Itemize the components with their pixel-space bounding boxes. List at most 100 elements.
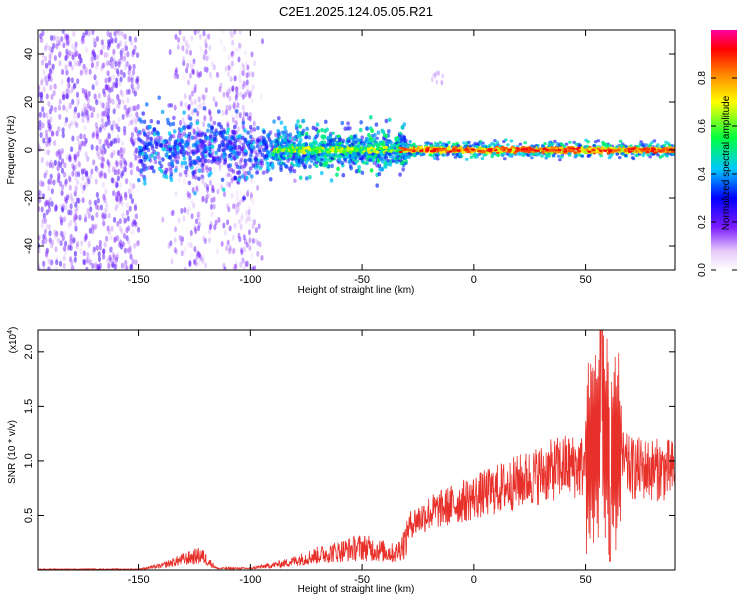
spectrogram-cell [216, 188, 220, 195]
x-tick-label: -150 [128, 574, 150, 586]
spectrogram-cell [83, 125, 87, 131]
spectrogram-cell [47, 178, 51, 185]
spectrogram-cell [355, 159, 360, 163]
spectrogram-cell [249, 134, 253, 139]
spectrogram-cell [87, 242, 91, 249]
spectrogram-cell [115, 32, 119, 39]
spectrogram-cell [62, 255, 66, 262]
spectrogram-cell [66, 194, 70, 201]
spectrogram-cell [239, 164, 244, 170]
spectrogram-cell [244, 217, 248, 224]
spectrogram-cell [240, 215, 244, 222]
spectrogram-cell [202, 106, 207, 111]
spectrogram-cell [61, 132, 65, 139]
spectrogram-cell [187, 79, 190, 86]
spectrogram-cell [182, 56, 186, 63]
spectrogram-cell [117, 98, 122, 105]
spectrogram-cell [289, 147, 293, 151]
spectrogram-cell [503, 157, 507, 161]
spectrogram-cell [317, 153, 321, 157]
spectrogram-cell [250, 149, 254, 154]
spectrogram-cell [231, 117, 235, 123]
spectrogram-cell [64, 64, 68, 71]
spectrogram-cell [226, 163, 231, 169]
spectrogram-cell [179, 137, 184, 143]
spectrogram-cell [230, 32, 234, 38]
spectrogram-cell [428, 153, 433, 157]
spectrogram-cell [170, 258, 174, 265]
spectrogram-cell [94, 165, 98, 172]
spectrogram-cell [61, 30, 65, 34]
spectrogram-cell [138, 151, 142, 156]
spectrogram-cell [81, 188, 85, 195]
spectrogram-cell [101, 162, 105, 169]
spectrogram-cell [166, 146, 170, 152]
spectrogram-cell [137, 178, 141, 183]
spectrogram-cell [203, 147, 207, 152]
spectrogram-cell [55, 40, 59, 47]
spectrogram-cell [60, 79, 64, 86]
spectrogram-cell [233, 263, 237, 270]
spectrogram-cell [116, 43, 120, 50]
spectrogram-cell [195, 186, 199, 193]
spectrogram-cell [518, 142, 523, 146]
spectrogram-cell [207, 33, 211, 40]
spectrogram-cell [123, 104, 127, 111]
spectrogram-cell [231, 39, 235, 46]
spectrogram-cell [142, 131, 147, 136]
spectrogram-cell [616, 149, 621, 152]
spectrogram-cell [100, 162, 104, 169]
spectrogram-cell [77, 171, 81, 178]
spectrogram-cell [38, 84, 41, 91]
spectrogram-cell [510, 145, 515, 149]
spectrogram-cell [360, 170, 365, 175]
spectrogram-cell [188, 72, 192, 79]
spectrogram-cell [229, 66, 233, 73]
spectrogram-cell [208, 167, 212, 172]
spectrogram-cell [227, 105, 231, 112]
spectrogram-cell [195, 185, 199, 192]
spectrogram-cell [118, 30, 122, 36]
spectrogram-cell [212, 156, 216, 161]
spectrogram-cell [273, 148, 277, 152]
spectrogram-cell [193, 86, 197, 93]
spectrogram-cell [186, 134, 191, 140]
spectrogram-cell [222, 222, 226, 229]
spectrogram-cell [188, 94, 192, 101]
spectrogram-cell [191, 90, 194, 97]
spectrogram-cell [111, 251, 115, 258]
spectrogram-cell [650, 149, 655, 153]
spectrogram-cell [95, 203, 99, 210]
y-tick-label: 1.5 [23, 399, 35, 414]
spectrogram-cell [127, 188, 131, 195]
spectrogram-cell [78, 214, 82, 221]
spectrogram-cell [177, 131, 182, 136]
spectrogram-cell [301, 148, 306, 152]
spectrogram-cell [91, 30, 95, 35]
colorbar-ticks: 0.00.20.40.60.8 [697, 71, 737, 277]
spectrogram-cell [279, 167, 283, 173]
spectrogram-cell [183, 160, 188, 166]
spectrogram-cell [380, 159, 385, 164]
spectrogram-cell [170, 162, 174, 167]
spectrogram-cell [69, 234, 73, 241]
spectrogram-cell [134, 259, 138, 266]
spectrogram-cell [104, 84, 108, 91]
spectrogram-cell [132, 69, 136, 76]
spectrogram-cell [653, 151, 658, 154]
spectrogram-cell [105, 140, 109, 147]
spectrogram-cell [76, 78, 80, 85]
spectrogram-cell [134, 213, 138, 220]
spectrogram-cell [50, 200, 54, 207]
spectrogram-cell [60, 190, 64, 196]
spectrogram-cell [156, 154, 160, 159]
spectrogram-cell [322, 134, 327, 139]
spectrogram-cell [82, 168, 87, 174]
spectrogram-cell [55, 130, 59, 137]
spectrogram-cell [242, 234, 246, 241]
spectrogram-cell [50, 239, 55, 246]
spectrogram-cell [203, 154, 208, 159]
spectrogram-cell [232, 265, 236, 270]
spectrogram-cell [210, 126, 214, 131]
spectrogram-cell [84, 137, 88, 144]
